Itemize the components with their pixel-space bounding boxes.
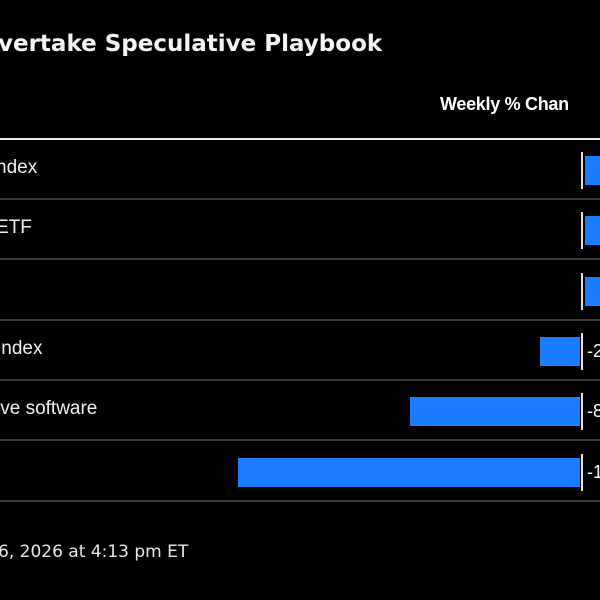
- bar: [585, 276, 600, 306]
- row-divider: [0, 198, 600, 200]
- row-divider: [0, 499, 600, 502]
- value-label: -2: [587, 340, 600, 361]
- zero-axis-tick: [581, 152, 583, 189]
- chart-title: vertake Speculative Playbook: [0, 31, 383, 57]
- zero-axis-tick: [581, 272, 583, 310]
- bar: [540, 336, 580, 366]
- value-label: -8: [587, 401, 600, 422]
- column-header: Weekly % Chan: [440, 94, 569, 114]
- header-divider: [0, 138, 600, 140]
- category-label: ETF: [0, 217, 32, 239]
- bar-row: ive software -8: [0, 381, 600, 442]
- zero-axis-tick: [581, 453, 583, 491]
- bar-row: Index -2: [0, 321, 600, 381]
- row-divider: [0, 439, 600, 442]
- row-divider: [0, 258, 600, 261]
- category-label: Index: [0, 337, 43, 359]
- category-label: ndex: [0, 157, 38, 178]
- zero-axis-tick: [581, 212, 583, 250]
- bar-row: ndex: [0, 140, 600, 200]
- zero-axis-tick: [581, 332, 583, 370]
- bar: [409, 397, 580, 427]
- row-divider: [0, 318, 600, 321]
- value-label: -1: [587, 461, 600, 482]
- timestamp-footer: 6, 2026 at 4:13 pm ET: [0, 542, 189, 562]
- row-divider: [0, 378, 600, 381]
- bar: [585, 156, 600, 185]
- bar-row: ETF: [0, 200, 600, 261]
- bar-row: -1: [0, 442, 600, 502]
- zero-axis-tick: [581, 393, 583, 431]
- bar-row: [0, 261, 600, 321]
- bar: [237, 457, 580, 487]
- bar: [585, 216, 600, 246]
- category-label: ive software: [0, 398, 98, 420]
